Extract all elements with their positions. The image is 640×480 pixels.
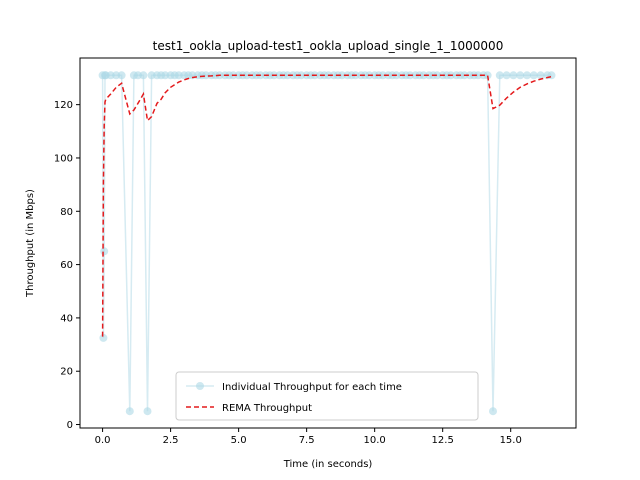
series-layer — [98, 71, 556, 416]
x-axis: 0.0 2.5 5.0 7.5 10.0 12.5 15.0 — [95, 428, 522, 446]
y-tick-label: 20 — [60, 367, 73, 378]
y-tick-label: 120 — [54, 100, 73, 111]
y-tick-label: 100 — [54, 153, 73, 164]
data-point-individual — [489, 407, 497, 416]
x-tick-label: 0.0 — [95, 435, 111, 446]
legend: Individual Throughput for each time REMA… — [175, 371, 479, 421]
y-tick-label: 0 — [67, 420, 73, 431]
y-axis: 0 20 40 60 80 100 120 — [54, 100, 80, 431]
data-point-individual — [523, 71, 531, 80]
y-tick-label: 40 — [60, 313, 73, 324]
data-point-individual — [100, 247, 109, 256]
data-point-individual — [125, 407, 134, 416]
legend-marker-individual — [196, 382, 204, 390]
data-point-individual — [547, 71, 556, 80]
series-line-individual — [101, 74, 552, 412]
plot-area — [79, 57, 577, 429]
x-tick-label: 10.0 — [364, 435, 386, 446]
y-tick-label: 80 — [60, 207, 73, 218]
data-point-individual — [495, 71, 504, 80]
data-point-individual — [378, 71, 387, 80]
data-point-individual — [516, 71, 525, 80]
legend-label-individual: Individual Throughput for each time — [222, 382, 402, 393]
plot-frame — [79, 57, 577, 429]
data-point-individual — [99, 333, 108, 342]
data-point-individual — [502, 71, 511, 80]
x-tick-label: 5.0 — [231, 435, 247, 446]
series-line-rema — [101, 74, 552, 337]
data-point-individual — [419, 71, 428, 80]
data-point-individual — [338, 71, 346, 80]
data-point-individual — [536, 71, 545, 80]
data-point-individual — [529, 71, 538, 80]
data-point-individual — [117, 71, 126, 80]
x-axis-label: Time (in seconds) — [283, 459, 373, 470]
y-tick-label: 60 — [60, 260, 73, 271]
data-point-individual — [483, 71, 492, 80]
data-point-individual — [106, 71, 115, 80]
x-tick-label: 2.5 — [163, 435, 179, 446]
legend-box — [175, 371, 479, 421]
y-axis-label: Throughput (in Mbps) — [25, 189, 36, 298]
x-tick-label: 7.5 — [299, 435, 315, 446]
chart-title: test1_ookla_upload-test1_ookla_upload_si… — [153, 39, 504, 53]
x-tick-label: 15.0 — [500, 435, 522, 446]
data-point-individual — [139, 71, 148, 80]
data-point-individual — [509, 71, 518, 80]
data-point-individual — [143, 407, 152, 416]
data-point-individual — [433, 71, 442, 80]
x-tick-label: 12.5 — [432, 435, 454, 446]
legend-label-rema: REMA Throughput — [222, 403, 312, 414]
